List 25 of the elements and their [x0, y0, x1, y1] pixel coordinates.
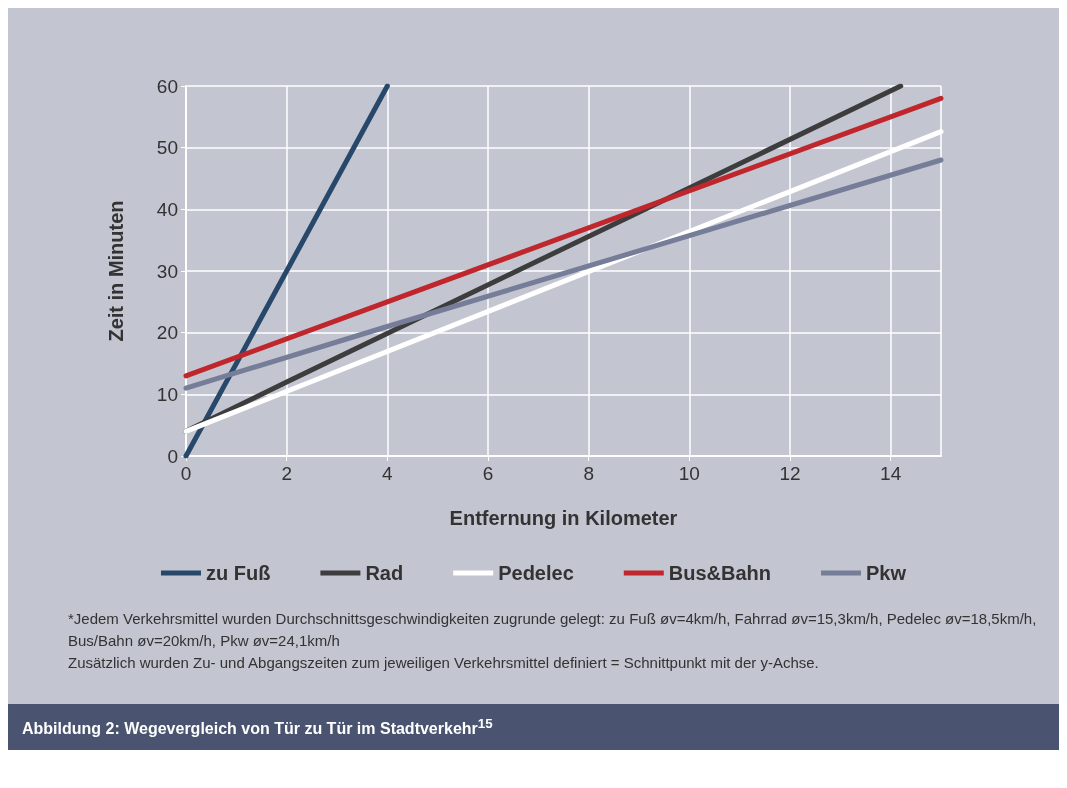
x-tick-label: 14 — [880, 463, 902, 484]
text: *Jedem Verkehrsmittel wurden Durchschnittsgeschwindigkeiten zugrunde gelegt: zu Fuß øv=4km/h, Fahrrad øv=15,3km/h, Pedelec øv=18,5km/h, Bus/Bahn øv=20km/h, Pkw øv=24,1km/h — [68, 609, 1038, 651]
legend-label: zu Fuß — [205, 562, 271, 584]
y-tick-label: 0 — [167, 445, 178, 467]
legend-label: Pkw — [866, 562, 907, 584]
x-axis-title: Entfernung in Kilometer — [449, 507, 678, 529]
legend-label: Bus&Bahn — [668, 562, 772, 584]
x-tick-label: 8 — [583, 463, 594, 484]
x-tick-label: 10 — [678, 463, 700, 484]
text: Abbildung 2: Wegevergleich von Tür zu Tür im Stadtverkehr$^{15}$ — [8, 704, 1059, 751]
x-tick-label: 6 — [482, 463, 494, 484]
y-tick-label: 20 — [156, 322, 178, 344]
y-tick-label: 60 — [156, 75, 178, 97]
text: Zusätzlich wurden Zu- und Abgangszeiten zum jeweiligen Verkehrsmittel definiert = Schnittpunkt mit der y-Achse. — [68, 653, 820, 673]
y-tick-label: 30 — [156, 260, 178, 282]
legend-label: Pedelec — [498, 562, 574, 584]
x-tick-label: 12 — [779, 463, 801, 484]
legend-label: Rad — [365, 562, 404, 584]
y-tick-label: 40 — [156, 198, 178, 220]
y-axis-title: Zeit in Minuten — [105, 200, 127, 342]
y-tick-label: 10 — [156, 383, 178, 405]
x-tick-label: 4 — [382, 463, 394, 484]
x-tick-label: 2 — [281, 463, 292, 484]
y-tick-label: 50 — [156, 137, 178, 159]
x-tick-label: 0 — [180, 463, 192, 484]
